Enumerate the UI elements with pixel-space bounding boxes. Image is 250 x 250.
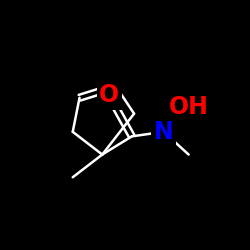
Text: N: N xyxy=(154,120,174,144)
Text: O: O xyxy=(99,84,119,108)
Text: OH: OH xyxy=(169,95,208,119)
